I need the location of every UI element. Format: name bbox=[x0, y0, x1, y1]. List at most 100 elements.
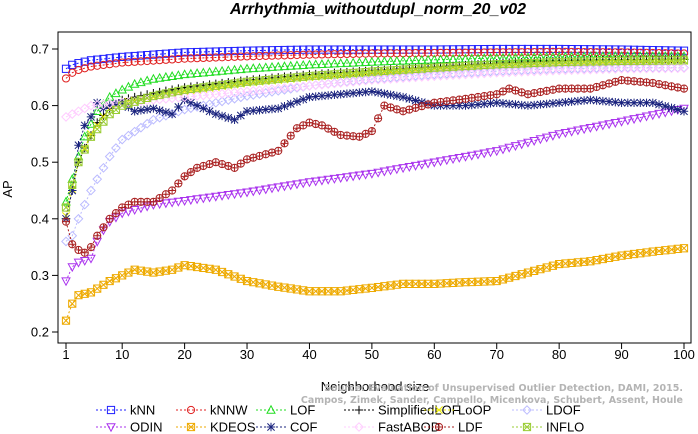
data-point bbox=[511, 48, 520, 57]
y-axis-label: AP bbox=[0, 180, 15, 197]
data-point bbox=[511, 100, 520, 109]
data-point bbox=[86, 56, 96, 65]
data-point bbox=[679, 244, 689, 253]
data-point bbox=[285, 181, 296, 191]
data-point bbox=[416, 54, 427, 64]
data-point bbox=[448, 101, 458, 110]
data-point bbox=[473, 150, 483, 160]
data-point bbox=[174, 102, 183, 112]
data-point bbox=[385, 166, 396, 176]
data-point bbox=[374, 45, 383, 54]
data-point bbox=[648, 98, 657, 107]
data-point bbox=[642, 98, 651, 107]
x-tick-label: 70 bbox=[489, 347, 503, 362]
data-point bbox=[267, 184, 277, 194]
data-point bbox=[279, 61, 290, 71]
plot-frame bbox=[57, 31, 692, 344]
data-point bbox=[441, 156, 452, 166]
data-point bbox=[242, 46, 252, 55]
data-point bbox=[280, 101, 289, 111]
data-point bbox=[192, 195, 202, 205]
data-point bbox=[80, 248, 89, 257]
legend-label: LDF bbox=[458, 420, 483, 434]
data-point bbox=[205, 47, 214, 56]
data-point bbox=[229, 190, 240, 200]
data-point bbox=[149, 197, 158, 206]
data-point bbox=[186, 54, 195, 63]
data-point bbox=[511, 86, 520, 95]
data-point bbox=[123, 130, 134, 141]
data-point bbox=[317, 91, 327, 101]
data-point bbox=[180, 95, 189, 105]
data-point bbox=[149, 50, 158, 59]
y-tick-label: 0.5 bbox=[31, 155, 49, 170]
data-point bbox=[229, 93, 240, 104]
data-point bbox=[86, 118, 96, 128]
data-point bbox=[367, 126, 376, 136]
data-point bbox=[598, 48, 607, 57]
legend-marker bbox=[522, 422, 532, 432]
data-point bbox=[185, 103, 196, 114]
data-point bbox=[229, 64, 240, 74]
data-point bbox=[130, 51, 139, 61]
legend-label: kNN bbox=[130, 403, 155, 418]
data-point bbox=[635, 113, 646, 123]
data-point bbox=[186, 98, 196, 107]
data-point bbox=[274, 51, 283, 60]
data-point bbox=[517, 100, 526, 110]
data-point bbox=[335, 58, 346, 68]
data-point bbox=[410, 55, 421, 65]
data-point bbox=[68, 240, 77, 249]
data-point bbox=[429, 158, 440, 168]
data-point bbox=[480, 48, 489, 57]
data-point bbox=[591, 122, 602, 132]
data-point bbox=[167, 71, 177, 80]
data-point bbox=[236, 46, 245, 55]
x-axis: 1 10 20 30 40 50 60 70 80 90 100 bbox=[62, 343, 695, 362]
data-point bbox=[280, 51, 289, 60]
data-point bbox=[654, 109, 664, 119]
data-point bbox=[117, 98, 127, 107]
data-point bbox=[217, 47, 227, 56]
legend-marker bbox=[266, 404, 276, 414]
data-point bbox=[235, 189, 246, 199]
data-point bbox=[204, 66, 215, 76]
data-point bbox=[73, 213, 84, 224]
data-point bbox=[385, 56, 396, 66]
data-point bbox=[111, 143, 121, 153]
data-point bbox=[329, 174, 340, 184]
x-tick-label: 60 bbox=[427, 347, 441, 362]
data-point bbox=[180, 48, 189, 57]
data-point bbox=[386, 90, 395, 100]
data-point bbox=[311, 92, 320, 101]
legend-label: ODIN bbox=[130, 420, 163, 434]
data-point bbox=[173, 197, 184, 207]
data-point bbox=[554, 98, 564, 107]
data-point bbox=[210, 97, 221, 108]
data-point bbox=[679, 107, 689, 116]
x-tick-label: 30 bbox=[240, 347, 254, 362]
data-point bbox=[192, 68, 202, 78]
series-fastabod bbox=[61, 63, 689, 122]
y-tick-label: 0.6 bbox=[31, 98, 49, 113]
data-point bbox=[323, 91, 333, 100]
data-point bbox=[535, 135, 546, 145]
data-point bbox=[111, 53, 121, 62]
data-point bbox=[117, 134, 128, 145]
legend-marker bbox=[186, 405, 196, 415]
data-point bbox=[74, 158, 83, 167]
data-point bbox=[323, 175, 334, 185]
data-point bbox=[80, 64, 89, 73]
data-point bbox=[217, 191, 227, 201]
data-point bbox=[92, 106, 103, 115]
data-point bbox=[324, 50, 333, 59]
data-point bbox=[80, 145, 89, 154]
watermark-line-2: Campos, Zimek, Sander, Campello, Micenko… bbox=[301, 395, 683, 406]
data-point bbox=[299, 95, 308, 104]
data-point bbox=[235, 64, 246, 74]
data-point bbox=[292, 97, 302, 106]
data-point bbox=[105, 214, 114, 223]
data-point bbox=[136, 122, 146, 133]
y-tick-label: 0.7 bbox=[31, 42, 49, 57]
x-tick-label: 10 bbox=[115, 347, 129, 362]
